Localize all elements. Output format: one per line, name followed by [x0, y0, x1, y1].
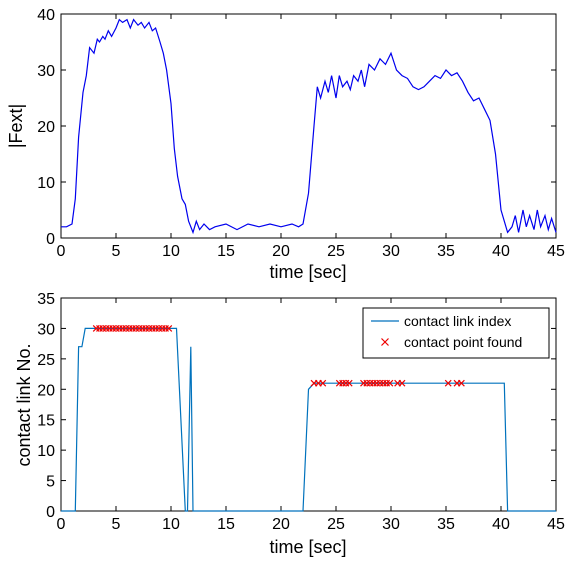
x-tick-label: 30: [382, 243, 400, 260]
x-tick-label: 40: [492, 516, 510, 533]
x-tick-label: 15: [217, 516, 235, 533]
x-tick-label: 5: [112, 516, 121, 533]
y-tick-label: 5: [46, 474, 55, 491]
force-series-line: [61, 18, 557, 235]
y-tick-label: 35: [37, 291, 55, 308]
x-tick-label: 20: [272, 516, 290, 533]
x-tick-label: 10: [162, 516, 180, 533]
x-tick-label: 10: [162, 243, 180, 260]
y-tick-label: 20: [37, 382, 55, 399]
x-tick-label: 25: [327, 516, 345, 533]
contact-point-marker: [345, 379, 353, 387]
x-tick-label: 40: [492, 243, 510, 260]
plot-area: [60, 13, 557, 239]
x-tick-label: 30: [382, 516, 400, 533]
x-tick-label: 20: [272, 243, 290, 260]
contact-point-marker: [444, 379, 452, 387]
contact-point-marker: [386, 379, 394, 387]
y-tick-label: 25: [37, 352, 55, 369]
legend-marker-swatch: [381, 338, 389, 346]
x-tick-label: 25: [327, 243, 345, 260]
force-chart: 0 5 10 15 20 25 30 35 40 45 0 10 20 30 40 time [sec] |…: [6, 7, 565, 282]
x-tick-label: 35: [437, 243, 455, 260]
x-tick-label: 45: [547, 243, 565, 260]
y-axis-label: contact link No.: [14, 343, 34, 466]
x-axis-label: time [sec]: [269, 262, 346, 282]
legend-box: [362, 307, 550, 359]
x-tick-label: 5: [112, 243, 121, 260]
contact-point-marker: [165, 325, 173, 332]
legend: contact link index contact point found: [362, 307, 550, 359]
y-tick-label: 10: [37, 443, 55, 460]
legend-label-contact-point-found: contact point found: [404, 334, 522, 350]
y-tick-label: 30: [37, 321, 55, 338]
x-tick-label: 35: [437, 516, 455, 533]
x-tick-label: 15: [217, 243, 235, 260]
contact-point-marker: [319, 379, 327, 387]
x-tick-label: 45: [547, 516, 565, 533]
y-tick-label: 40: [37, 7, 55, 24]
y-tick-label: 10: [37, 175, 55, 192]
x-tick-label: 0: [57, 243, 66, 260]
legend-label-contact-link-index: contact link index: [404, 313, 511, 329]
contact-point-marker: [457, 379, 465, 387]
y-tick-label: 20: [37, 119, 55, 136]
x-tick-label: 0: [57, 516, 66, 533]
y-tick-label: 30: [37, 63, 55, 80]
contact-point-marker: [398, 379, 406, 387]
y-axis-label: |Fext|: [6, 104, 26, 148]
x-axis-label: time [sec]: [269, 537, 346, 557]
y-tick-label: 0: [46, 504, 55, 521]
y-tick-label: 0: [46, 231, 55, 248]
contact-chart: 0 5 10 15 20 25 30 35 40 45 0 5 10 15 20 25 30 35 time [s…: [14, 291, 565, 557]
y-tick-label: 15: [37, 413, 55, 430]
